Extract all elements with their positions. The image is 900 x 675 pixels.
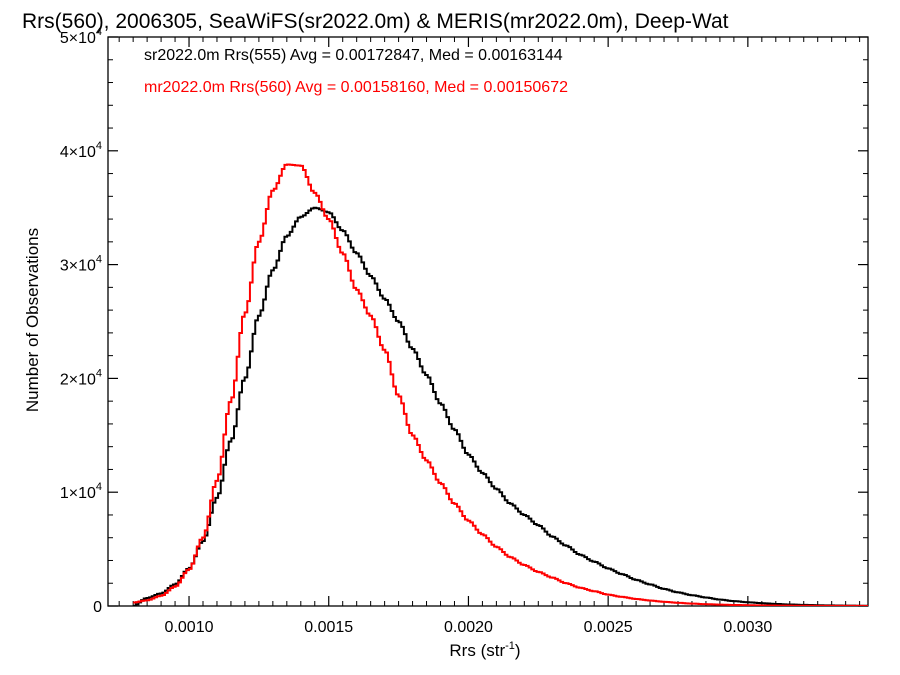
x-tick-label: 0.0010: [165, 619, 214, 636]
y-tick-label: 3×104: [60, 254, 102, 275]
legend: sr2022.0m Rrs(555) Avg = 0.00172847, Med…: [144, 47, 568, 96]
plot-area: [107, 36, 869, 607]
legend-entry-seawifs: sr2022.0m Rrs(555) Avg = 0.00172847, Med…: [144, 47, 563, 64]
y-tick-label: 4×104: [60, 140, 102, 161]
series-layer: [133, 163, 868, 606]
x-axis-label: Rrs (str-1): [449, 640, 520, 660]
plot-frame: [107, 36, 869, 607]
y-tick-label: 1×104: [60, 481, 102, 502]
y-axis: 0 1×104 2×104 3×104 4×104 5×104: [60, 26, 868, 616]
y-tick-label: 0: [93, 599, 102, 616]
y-axis-label: Number of Observations: [23, 228, 42, 412]
x-tick-label: 0.0030: [723, 619, 772, 636]
y-tick-label: 5×104: [60, 26, 102, 47]
x-tick-label: 0.0025: [584, 619, 633, 636]
x-tick-label: 0.0020: [444, 619, 493, 636]
series-line-seawifs: [133, 206, 868, 606]
y-tick-label: 2×104: [60, 367, 102, 388]
series-line-meris: [133, 163, 868, 606]
x-axis: 0.0010 0.0015 0.0020 0.0025 0.0030: [118, 37, 861, 636]
chart-title: Rrs(560), 2006305, SeaWiFS(sr2022.0m) & …: [22, 10, 729, 33]
x-tick-label: 0.0015: [304, 619, 353, 636]
legend-entry-meris: mr2022.0m Rrs(560) Avg = 0.00158160, Med…: [144, 79, 568, 96]
